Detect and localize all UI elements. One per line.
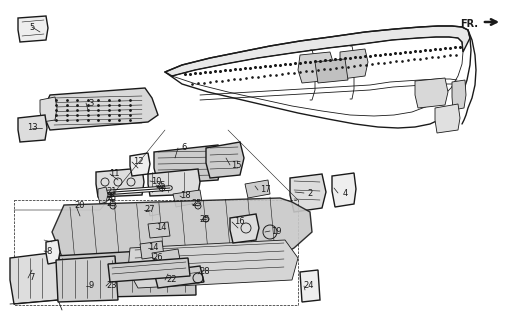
Polygon shape <box>130 153 150 176</box>
Text: 9: 9 <box>88 282 93 291</box>
Text: 2: 2 <box>307 188 312 197</box>
Polygon shape <box>415 78 448 108</box>
Text: 3: 3 <box>88 99 94 108</box>
Text: 5: 5 <box>30 22 35 31</box>
Polygon shape <box>18 115 47 142</box>
Text: 25: 25 <box>156 180 166 189</box>
Text: 15: 15 <box>231 161 241 170</box>
Polygon shape <box>152 249 181 269</box>
Text: 21: 21 <box>107 188 117 196</box>
Polygon shape <box>206 142 244 178</box>
Text: 25: 25 <box>192 199 202 209</box>
Text: 25: 25 <box>200 214 210 223</box>
Polygon shape <box>96 168 144 197</box>
Text: 18: 18 <box>180 191 190 201</box>
Polygon shape <box>148 222 170 238</box>
Polygon shape <box>40 97 57 122</box>
Polygon shape <box>315 59 348 83</box>
Text: 6: 6 <box>181 143 187 153</box>
Polygon shape <box>154 145 222 184</box>
Polygon shape <box>298 52 334 83</box>
Polygon shape <box>435 104 460 133</box>
Polygon shape <box>42 88 158 130</box>
Text: 24: 24 <box>304 282 314 291</box>
Text: 8: 8 <box>46 246 52 255</box>
Polygon shape <box>10 252 62 304</box>
Text: 11: 11 <box>109 170 119 179</box>
Text: FR.: FR. <box>460 19 478 29</box>
Text: 16: 16 <box>234 218 244 227</box>
Text: 23: 23 <box>107 282 117 291</box>
Text: 14: 14 <box>156 223 166 233</box>
Polygon shape <box>140 241 164 259</box>
Polygon shape <box>18 16 48 42</box>
Polygon shape <box>98 187 108 204</box>
Text: 12: 12 <box>133 157 143 166</box>
Polygon shape <box>148 203 160 216</box>
Polygon shape <box>290 174 326 212</box>
Text: 22: 22 <box>167 276 177 284</box>
Polygon shape <box>128 240 298 288</box>
Polygon shape <box>154 266 204 288</box>
Text: 1: 1 <box>108 193 114 202</box>
Text: 7: 7 <box>29 274 35 283</box>
Text: 14: 14 <box>148 244 158 252</box>
Text: 25: 25 <box>107 199 117 209</box>
Polygon shape <box>340 49 368 79</box>
Polygon shape <box>56 256 118 302</box>
Text: 13: 13 <box>26 124 37 132</box>
Polygon shape <box>165 26 470 76</box>
Polygon shape <box>108 258 190 282</box>
Polygon shape <box>173 190 202 207</box>
Polygon shape <box>452 80 466 110</box>
Polygon shape <box>245 180 270 198</box>
Polygon shape <box>230 214 259 243</box>
Text: 27: 27 <box>145 205 155 214</box>
Text: 4: 4 <box>343 188 348 197</box>
Text: 17: 17 <box>260 186 270 195</box>
Polygon shape <box>46 240 60 264</box>
Text: 20: 20 <box>75 202 85 211</box>
Text: 26: 26 <box>153 253 163 262</box>
Text: 28: 28 <box>200 268 210 276</box>
Polygon shape <box>332 173 356 207</box>
Polygon shape <box>148 169 200 196</box>
Text: 10: 10 <box>151 177 161 186</box>
Polygon shape <box>52 198 312 262</box>
Text: 19: 19 <box>271 227 281 236</box>
Polygon shape <box>300 270 320 302</box>
Polygon shape <box>54 248 196 298</box>
